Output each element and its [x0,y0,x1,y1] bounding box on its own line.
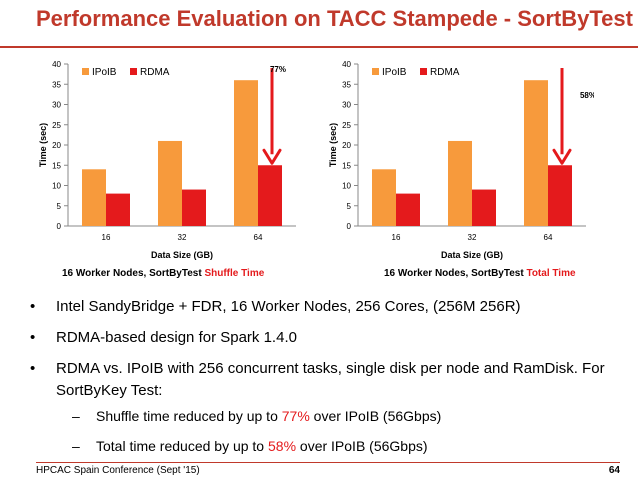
total-time-chart-svg: 0 5 10 15 20 25 30 35 40 Time (sec) 16 32 64 Data Siz… [328,60,594,260]
bar-ipoib-16 [82,169,106,226]
bar-ipoib-32 [158,140,182,226]
legend-swatch-rdma [130,68,137,75]
y-tick-label: 10 [52,182,61,191]
x-tick-label: 16 [102,233,111,242]
sub-bullet-item: – Total time reduced by up to 58% over IP… [72,438,428,454]
y-tick-label: 10 [342,182,351,191]
x-tick-label: 64 [544,233,553,242]
shuffle-time-chart-svg: 0 5 10 15 20 25 30 35 40 Time (sec) 16 32 64 Data Siz… [38,60,296,260]
y-tick-label: 35 [52,80,61,89]
legend-swatch-rdma [420,68,427,75]
reduction-arrow-head [262,148,282,165]
dash-marker: – [72,408,80,424]
y-tick-label: 30 [52,101,61,110]
bar-rdma-16 [396,193,420,226]
bar-ipoib-32 [448,140,472,226]
y-tick-label: 0 [347,222,352,231]
x-tick-label: 64 [254,233,263,242]
dash-marker: – [72,438,80,454]
reduction-annotation: 58% [580,91,594,100]
y-axis-label: Time (sec) [38,123,48,167]
footer-conference: HPCAC Spain Conference (Sept '15) [36,465,200,476]
bullet-item: • RDMA vs. IPoIB with 256 concurrent task… [30,360,605,399]
legend-label-rdma: RDMA [430,67,460,78]
bar-ipoib-64 [234,80,258,226]
total-chart-caption: 16 Worker Nodes, SortByTest Total Time [384,268,576,279]
bar-rdma-64 [548,165,572,226]
bullet-list: • Intel SandyBridge + FDR, 16 Worker Node… [30,296,620,411]
legend-label-rdma: RDMA [140,67,170,78]
bar-ipoib-64 [524,80,548,226]
y-tick-label: 30 [342,101,351,110]
bullet-dot: • [30,329,36,346]
y-tick-label: 5 [57,202,62,211]
page-number: 64 [608,465,620,476]
caption-highlight: Shuffle Time [204,268,265,279]
bullet-dot: • [30,360,36,377]
shuffle-chart-caption: 16 Worker Nodes, SortByTest Shuffle Time [62,268,264,279]
y-tick-label: 20 [342,141,351,150]
slide-title: Performance Evaluation on TACC Stampede … [36,6,633,31]
y-tick-label: 15 [52,161,61,170]
title-divider [0,46,638,48]
total-time-chart: 0 5 10 15 20 25 30 35 40 Time (sec) 16 32 64 Data Siz… [324,54,594,264]
bar-rdma-64 [258,165,282,226]
caption-prefix: 16 Worker Nodes, SortByTest [384,268,527,279]
y-tick-label: 40 [342,60,351,69]
x-tick-label: 32 [468,233,477,242]
y-tick-label: 40 [52,60,61,69]
x-tick-label: 16 [392,233,401,242]
x-axis-label: Data Size (GB) [441,250,503,260]
caption-highlight: Total Time [526,268,576,279]
bar-ipoib-16 [372,169,396,226]
y-tick-label: 25 [52,121,61,130]
x-tick-label: 32 [178,233,187,242]
bullet-item: • Intel SandyBridge + FDR, 16 Worker Node… [30,296,620,318]
bar-rdma-32 [472,189,496,226]
reduction-annotation: 77% [270,65,286,74]
shuffle-time-chart: 0 5 10 15 20 25 30 35 40 Time (sec) 16 32 64 Data Siz… [34,54,304,264]
y-tick-label: 20 [52,141,61,150]
y-tick-label: 15 [342,161,351,170]
legend-label-ipoib: IPoIB [382,67,407,78]
caption-prefix: 16 Worker Nodes, SortByTest [62,268,205,279]
bar-rdma-16 [106,193,130,226]
bullet-item: • RDMA-based design for Spark 1.4.0 [30,327,620,349]
y-tick-label: 0 [57,222,62,231]
bullet-dot: • [30,298,36,315]
slide-footer: HPCAC Spain Conference (Sept '15) 64 [36,462,620,480]
y-tick-label: 35 [342,80,351,89]
y-axis-label: Time (sec) [328,123,338,167]
legend-swatch-ipoib [372,68,379,75]
x-axis-label: Data Size (GB) [151,250,213,260]
reduction-arrow-head [552,148,572,165]
bar-rdma-32 [182,189,206,226]
legend-label-ipoib: IPoIB [92,67,117,78]
sub-bullet-item: – Shuffle time reduced by up to 77% over … [72,408,442,424]
y-tick-label: 5 [347,202,352,211]
legend-swatch-ipoib [82,68,89,75]
sub-bullet-list: – Shuffle time reduced by up to 77% over … [72,406,441,466]
y-tick-label: 25 [342,121,351,130]
